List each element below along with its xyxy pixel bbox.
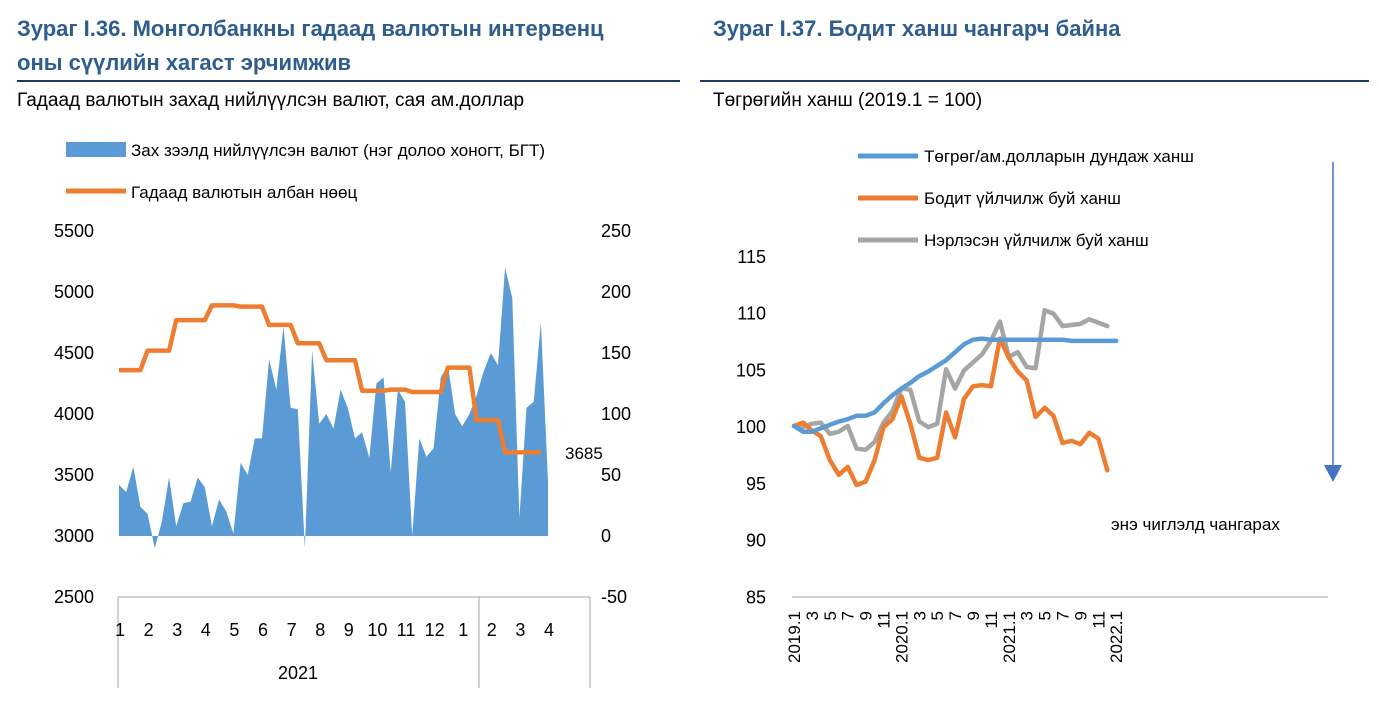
right-y-tick-label: 0 [601,526,611,546]
right-chart-x-tick-label: 5 [928,611,947,620]
left-y-tick-label: 2500 [54,587,94,607]
left-chart-title-line2: оны сүүлийн хагаст эрчимжив [17,50,352,75]
left-x-tick-label: 11 [397,620,416,640]
right-chart: Төгрөг/ам.долларын дундаж ханш Бодит үйл… [736,147,1342,663]
right-y-tick-label: 50 [601,465,621,485]
left-x-tick-label: 1 [458,620,468,640]
right-chart-x-tick-label: 7 [946,611,965,620]
left-x-tick-label: 8 [315,620,325,640]
right-chart-y-tick-label: 95 [746,474,766,494]
right-chart-x-tick-label: 5 [821,611,840,620]
left-chart-title-line1: Зураг I.36. Монголбанкны гадаад валютын … [17,16,604,41]
weekly-intervention-area-path [119,267,548,549]
right-chart-x-axis: 2019.13579112020.13579112021.13579112022… [785,596,1328,663]
left-x-tick-label: 1 [115,620,125,640]
right-chart-x-tick-label: 7 [839,611,858,620]
right-chart-series [791,307,1119,488]
left-x-axis: 1 2 3 4 5 6 7 8 9 10 11 12 1 2 3 4 [115,596,591,688]
left-x-tick-label: 4 [201,620,211,640]
reserves-line [119,303,541,455]
left-x-tick-label: 10 [367,620,387,640]
right-chart-series-line [791,336,1110,488]
right-chart-x-tick-label: 9 [857,611,876,620]
left-x-tick-label: 4 [544,620,554,640]
left-x-tick-label: 3 [172,620,182,640]
left-y-tick-label: 4500 [54,343,94,363]
weekly-intervention-area [119,267,548,549]
arrow-head [1324,465,1342,482]
right-chart-series-line [791,336,1119,434]
right-y-tick-label: 200 [601,282,631,302]
right-chart-subtitle: Төгрөгийн ханш (2019.1 = 100) [713,90,983,111]
right-chart-x-tick-label: 2020.1 [892,611,911,663]
right-chart-x-tick-label: 2021.1 [1000,611,1019,663]
left-chart-subtitle: Гадаад валютын захад нийлүүлсэн валют, с… [17,90,525,111]
legend-label-reserve: Гадаад валютын албан нөөц [131,183,357,202]
left-chart: Зах зээлд нийлүүлсэн валют (нэг долоо хо… [54,141,631,688]
appreciation-arrow-label: энэ чиглэлд чангарах [1111,515,1280,534]
left-y-tick-label: 3000 [54,526,94,546]
right-chart-x-tick-label: 9 [964,611,983,620]
right-chart-y-tick-label: 100 [736,417,766,437]
right-y-axis-ticks: 250 200 150 100 50 0 -50 [601,221,631,607]
left-y-axis-ticks: 5500 5000 4500 4000 3500 3000 2500 [54,221,94,607]
right-y-tick-label: 100 [601,404,631,424]
legend-label-bars: Зах зээлд нийлүүлсэн валют (нэг долоо хо… [131,141,545,160]
legend-label-neer: Нэрлэсэн үйлчилж буй ханш [924,231,1149,250]
right-chart-x-tick-label: 5 [1036,611,1055,620]
right-y-tick-label: 250 [601,221,631,241]
right-chart-x-tick-label: 3 [803,611,822,620]
right-chart-title: Зураг I.37. Бодит ханш чангарч байна [713,16,1121,41]
left-legend: Зах зээлд нийлүүлсэн валют (нэг долоо хо… [66,141,545,202]
right-y-tick-label: 150 [601,343,631,363]
right-chart-series-line [791,307,1110,453]
left-x-tick-label: 2 [487,620,497,640]
left-y-tick-label: 3500 [54,465,94,485]
right-chart-x-tick-label: 2019.1 [785,611,804,663]
legend-label-reer: Бодит үйлчилж буй ханш [924,189,1121,208]
right-chart-x-tick-label: 11 [982,611,1001,629]
reserve-callout-label: 3685 [565,444,603,463]
right-chart-x-tick-label: 9 [1071,611,1090,620]
right-title-rule [700,80,1369,82]
left-y-tick-label: 5500 [54,221,94,241]
legend-swatch-bars [66,142,126,157]
left-y-tick-label: 4000 [54,404,94,424]
left-x-tick-label: 9 [344,620,354,640]
left-x-tick-label: 5 [229,620,239,640]
right-chart-x-tick-label: 7 [1054,611,1073,620]
left-x-year-label: 2021 [278,663,318,683]
left-y-tick-label: 5000 [54,282,94,302]
left-x-tick-label: 2 [144,620,154,640]
right-chart-y-tick-label: 85 [746,587,766,607]
right-chart-x-tick-label: 11 [875,611,894,629]
left-x-tick-label: 6 [258,620,268,640]
right-chart-x-tick-label: 3 [910,611,929,620]
right-chart-y-tick-label: 105 [736,360,766,380]
right-chart-y-tick-label: 110 [737,304,766,324]
appreciation-arrow [1324,162,1342,482]
right-y-tick-label: -50 [601,587,627,607]
left-x-tick-label: 7 [287,620,297,640]
right-chart-y-axis-ticks: 115 110 105 100 95 90 85 [736,247,766,608]
reserves-line-path [119,303,541,455]
right-chart-x-tick-label: 11 [1089,611,1108,629]
right-chart-x-tick-label: 3 [1018,611,1037,620]
right-chart-y-tick-label: 115 [737,247,766,267]
right-chart-x-tick-label: 2022.1 [1107,611,1126,663]
right-chart-y-tick-label: 90 [746,531,766,551]
legend-label-nominal-usd: Төгрөг/ам.долларын дундаж ханш [924,147,1194,166]
left-x-tick-label: 12 [425,620,445,640]
right-legend: Төгрөг/ам.долларын дундаж ханш Бодит үйл… [858,147,1194,250]
left-title-rule [17,80,680,82]
left-x-tick-label: 3 [515,620,525,640]
